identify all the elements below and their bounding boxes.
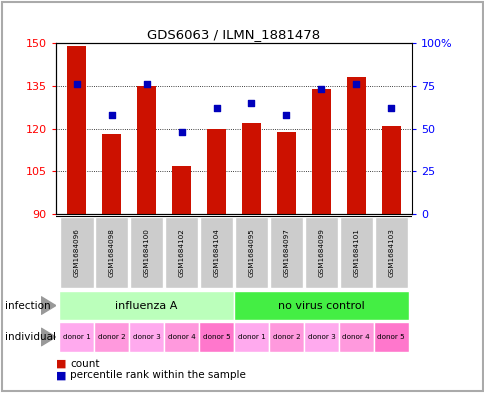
- Text: GSM1684102: GSM1684102: [178, 228, 184, 277]
- Text: donor 5: donor 5: [202, 334, 230, 340]
- Text: donor 4: donor 4: [167, 334, 195, 340]
- Point: [212, 105, 220, 111]
- Bar: [207, 129, 226, 214]
- Bar: [165, 217, 198, 288]
- Point: [317, 86, 325, 92]
- Bar: [374, 217, 407, 288]
- Bar: [94, 322, 129, 352]
- Bar: [276, 132, 295, 214]
- Text: infection: infection: [5, 301, 50, 310]
- Text: no virus control: no virus control: [277, 301, 364, 310]
- Text: donor 1: donor 1: [237, 334, 265, 340]
- Bar: [60, 217, 93, 288]
- Text: count: count: [70, 358, 100, 369]
- Bar: [234, 217, 268, 288]
- Bar: [346, 77, 365, 214]
- Text: GSM1684100: GSM1684100: [143, 228, 150, 277]
- Point: [107, 112, 115, 118]
- Bar: [95, 217, 128, 288]
- Text: donor 3: donor 3: [307, 334, 334, 340]
- Bar: [172, 166, 191, 214]
- Bar: [130, 217, 163, 288]
- Bar: [59, 291, 234, 320]
- Bar: [59, 322, 94, 352]
- Title: GDS6063 / ILMN_1881478: GDS6063 / ILMN_1881478: [147, 28, 320, 40]
- Bar: [137, 86, 156, 214]
- Bar: [338, 322, 373, 352]
- Text: GSM1684101: GSM1684101: [353, 228, 359, 277]
- Text: donor 2: donor 2: [272, 334, 300, 340]
- Text: GSM1684104: GSM1684104: [213, 228, 219, 277]
- Bar: [67, 46, 86, 214]
- Bar: [242, 123, 260, 214]
- Bar: [199, 217, 233, 288]
- Bar: [373, 322, 408, 352]
- Text: donor 4: donor 4: [342, 334, 369, 340]
- Text: donor 1: donor 1: [63, 334, 91, 340]
- Point: [352, 81, 360, 87]
- Point: [177, 129, 185, 135]
- Text: GSM1684099: GSM1684099: [318, 228, 324, 277]
- Bar: [164, 322, 198, 352]
- Text: individual: individual: [5, 332, 56, 342]
- Bar: [102, 134, 121, 214]
- Bar: [269, 217, 302, 288]
- Text: GSM1684103: GSM1684103: [388, 228, 393, 277]
- Bar: [234, 322, 269, 352]
- Text: donor 5: donor 5: [377, 334, 404, 340]
- Bar: [269, 322, 303, 352]
- Text: ■: ■: [56, 370, 66, 380]
- Bar: [303, 322, 338, 352]
- Bar: [311, 89, 330, 214]
- Point: [142, 81, 150, 87]
- Point: [73, 81, 80, 87]
- Text: GSM1684097: GSM1684097: [283, 228, 289, 277]
- Text: GSM1684095: GSM1684095: [248, 228, 254, 277]
- Text: donor 2: donor 2: [98, 334, 125, 340]
- Text: influenza A: influenza A: [115, 301, 178, 310]
- Point: [387, 105, 394, 111]
- Point: [247, 100, 255, 106]
- Text: GSM1684098: GSM1684098: [108, 228, 114, 277]
- Text: donor 3: donor 3: [133, 334, 160, 340]
- Text: percentile rank within the sample: percentile rank within the sample: [70, 370, 246, 380]
- Text: GSM1684096: GSM1684096: [74, 228, 79, 277]
- Bar: [129, 322, 164, 352]
- Bar: [381, 126, 400, 214]
- Text: ■: ■: [56, 358, 66, 369]
- Bar: [198, 322, 234, 352]
- Bar: [234, 291, 408, 320]
- Polygon shape: [41, 297, 56, 314]
- Bar: [339, 217, 372, 288]
- Bar: [304, 217, 337, 288]
- Point: [282, 112, 290, 118]
- Polygon shape: [41, 328, 56, 346]
